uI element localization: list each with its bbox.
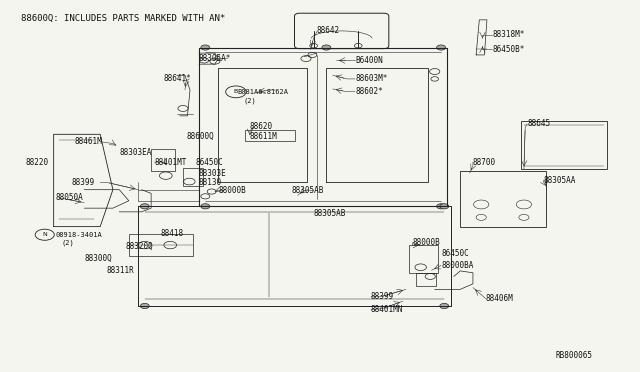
Text: 88000BA: 88000BA: [441, 261, 474, 270]
Text: 88641*: 88641*: [164, 74, 191, 83]
Text: 88600Q: INCLUDES PARTS MARKED WITH AN*: 88600Q: INCLUDES PARTS MARKED WITH AN*: [20, 14, 225, 23]
Text: 88311R: 88311R: [106, 266, 134, 275]
Circle shape: [140, 304, 149, 309]
Text: 86450B*: 86450B*: [492, 45, 524, 54]
Text: 88130: 88130: [199, 178, 222, 187]
Text: B6400N: B6400N: [355, 56, 383, 65]
Bar: [409, 245, 438, 273]
Text: 88399: 88399: [72, 178, 95, 187]
Text: 88600Q: 88600Q: [186, 132, 214, 141]
Bar: [183, 167, 204, 186]
Text: 88401MT: 88401MT: [154, 157, 187, 167]
Text: 88300Q: 88300Q: [84, 253, 112, 263]
Bar: [151, 149, 175, 171]
Text: 08918-3401A: 08918-3401A: [56, 232, 102, 238]
Text: 88461M: 88461M: [75, 137, 102, 146]
Text: 88603M*: 88603M*: [355, 74, 387, 83]
Text: 88220: 88220: [26, 157, 49, 167]
Text: 88303E: 88303E: [199, 169, 227, 177]
Bar: [415, 273, 436, 286]
Text: 88418: 88418: [161, 230, 184, 238]
Text: 88305AB: 88305AB: [291, 186, 324, 195]
Text: B081A6-8162A: B081A6-8162A: [237, 89, 288, 95]
Text: 88000B: 88000B: [412, 238, 440, 247]
Text: (2): (2): [62, 240, 75, 247]
Text: (2): (2): [244, 98, 256, 104]
Circle shape: [436, 45, 445, 50]
Circle shape: [322, 45, 331, 50]
Circle shape: [440, 304, 449, 309]
Text: 88050A: 88050A: [56, 193, 83, 202]
Text: 88318M*: 88318M*: [492, 30, 524, 39]
Text: 86450C: 86450C: [441, 249, 469, 258]
Text: 88611M: 88611M: [250, 132, 278, 141]
Circle shape: [436, 204, 445, 209]
Circle shape: [201, 204, 210, 209]
Text: N: N: [42, 232, 47, 237]
Bar: [245, 129, 294, 141]
Bar: [129, 234, 193, 256]
Bar: [521, 121, 607, 169]
Text: 88305AB: 88305AB: [314, 209, 346, 218]
Text: 88305AA: 88305AA: [543, 176, 575, 185]
Text: 88406M: 88406M: [486, 294, 513, 303]
Text: 88700: 88700: [473, 157, 496, 167]
Text: 88320Q: 88320Q: [125, 243, 154, 251]
Circle shape: [140, 204, 149, 209]
Text: 88305A*: 88305A*: [199, 54, 231, 63]
Text: RB800065: RB800065: [556, 350, 593, 360]
Text: 88303EA: 88303EA: [119, 148, 152, 157]
Text: B: B: [234, 89, 238, 94]
Circle shape: [440, 204, 449, 209]
Text: 88401MN: 88401MN: [371, 305, 403, 314]
Text: 88645: 88645: [527, 119, 550, 128]
Text: 88000B: 88000B: [218, 186, 246, 195]
Bar: [460, 171, 546, 227]
Text: 86450C: 86450C: [196, 157, 223, 167]
Text: 88642: 88642: [317, 26, 340, 35]
Text: 88602*: 88602*: [355, 87, 383, 96]
Text: 88620: 88620: [250, 122, 273, 131]
Text: 88399: 88399: [371, 292, 394, 301]
Circle shape: [201, 45, 210, 50]
